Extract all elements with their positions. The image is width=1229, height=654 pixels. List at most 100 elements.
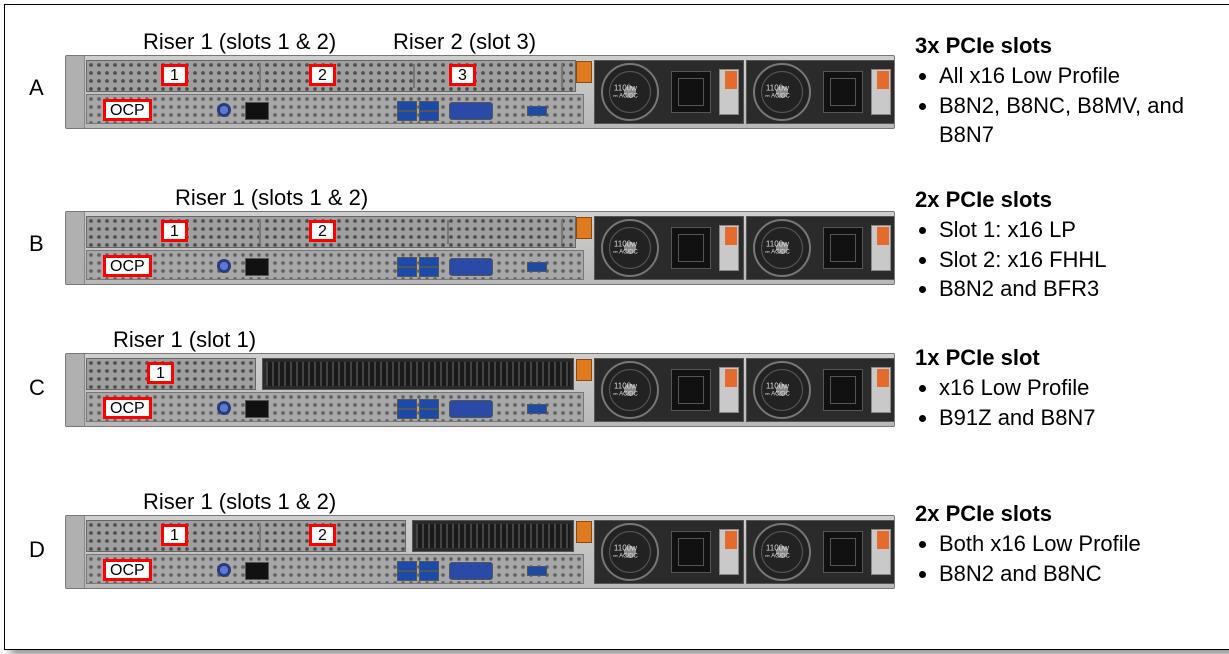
release-tab-icon — [576, 61, 592, 83]
psu-latch — [877, 369, 889, 387]
power-supply: 1100w⎓ AC/DC — [746, 60, 895, 124]
rack-ear — [66, 56, 85, 128]
psu-fan-icon — [601, 523, 659, 581]
config-description: 2x PCIe slotsBoth x16 Low ProfileB8N2 an… — [915, 501, 1215, 588]
usb-port — [397, 101, 417, 111]
diagram-canvas: Riser 1 (slots 1 & 2)Riser 2 (slot 3)A11… — [4, 4, 1229, 650]
psu-power-inlet — [823, 531, 863, 573]
pcie-slot-area — [86, 520, 406, 552]
vga-port — [449, 102, 493, 120]
psu-power-inlet — [823, 369, 863, 411]
riser-label: Riser 1 (slot 1) — [113, 327, 256, 353]
config-title: 2x PCIe slots — [915, 501, 1215, 527]
rear-drive-bay — [412, 520, 574, 552]
usb-port — [527, 566, 547, 576]
config-detail-item: B8N2, B8NC, B8MV, and B8N7 — [939, 91, 1215, 150]
server-chassis: 1100w⎓ AC/DC1100w⎓ AC/DC — [65, 515, 895, 589]
psu-latch — [725, 227, 737, 245]
slot-number-callout: 2 — [309, 220, 336, 242]
power-supply: 1100w⎓ AC/DC — [746, 216, 895, 280]
psu-fan-icon — [753, 63, 811, 121]
psu-fan-icon — [753, 219, 811, 277]
thumbscrew-icon — [217, 259, 231, 273]
config-detail-item: Slot 1: x16 LP — [939, 215, 1215, 245]
slot-number-callout: 1 — [161, 64, 188, 86]
config-title: 1x PCIe slot — [915, 345, 1215, 371]
usb-port — [397, 399, 417, 409]
psu-latch — [877, 227, 889, 245]
usb-port — [527, 404, 547, 414]
thumbscrew-icon — [217, 401, 231, 415]
config-description: 1x PCIe slotx16 Low ProfileB91Z and B8N7 — [915, 345, 1215, 432]
usb-port — [527, 106, 547, 116]
psu-latch — [877, 71, 889, 89]
config-row-label: A — [29, 75, 44, 101]
usb-port — [397, 111, 417, 121]
usb-port — [419, 267, 439, 277]
ocp-slot-callout: OCP — [103, 255, 152, 277]
psu-latch — [725, 369, 737, 387]
power-supply: 1100w⎓ AC/DC — [594, 520, 744, 584]
psu-latch — [877, 531, 889, 549]
mgmt-port — [245, 400, 269, 418]
config-description: 3x PCIe slotsAll x16 Low ProfileB8N2, B8… — [915, 33, 1215, 150]
usb-port — [419, 257, 439, 267]
config-row-label: C — [29, 375, 45, 401]
config-detail-item: B8N2 and BFR3 — [939, 274, 1215, 304]
riser-label: Riser 1 (slots 1 & 2) — [143, 489, 336, 515]
usb-port — [397, 267, 417, 277]
usb-port — [419, 111, 439, 121]
slot-number-callout: 1 — [161, 524, 188, 546]
power-supply: 1100w⎓ AC/DC — [594, 358, 744, 422]
config-detail-item: x16 Low Profile — [939, 373, 1215, 403]
mgmt-port — [245, 562, 269, 580]
config-detail-item: Slot 2: x16 FHHL — [939, 245, 1215, 275]
server-bottom-io — [86, 250, 584, 280]
config-detail-list: All x16 Low ProfileB8N2, B8NC, B8MV, and… — [915, 61, 1215, 150]
psu-fan-icon — [753, 361, 811, 419]
psu-fan-icon — [601, 219, 659, 277]
psu-power-inlet — [671, 227, 711, 269]
ocp-slot-callout: OCP — [103, 99, 152, 121]
riser-label: Riser 1 (slots 1 & 2) — [143, 29, 336, 55]
psu-latch — [725, 71, 737, 89]
server-chassis: 1100w⎓ AC/DC1100w⎓ AC/DC — [65, 353, 895, 427]
usb-port — [397, 257, 417, 267]
psu-latch — [725, 531, 737, 549]
release-tab-icon — [576, 217, 592, 239]
server-chassis: 1100w⎓ AC/DC1100w⎓ AC/DC — [65, 55, 895, 129]
psu-fan-icon — [753, 523, 811, 581]
riser-label: Riser 2 (slot 3) — [393, 29, 536, 55]
slot-number-callout: 1 — [147, 362, 174, 384]
usb-port — [419, 399, 439, 409]
power-supply: 1100w⎓ AC/DC — [746, 520, 895, 584]
ocp-slot-callout: OCP — [103, 559, 152, 581]
vga-port — [449, 400, 493, 418]
slot-number-callout: 2 — [309, 524, 336, 546]
power-supply: 1100w⎓ AC/DC — [594, 60, 744, 124]
config-detail-item: B91Z and B8N7 — [939, 403, 1215, 433]
psu-power-inlet — [671, 369, 711, 411]
release-tab-icon — [576, 521, 592, 543]
mgmt-port — [245, 102, 269, 120]
ocp-slot-callout: OCP — [103, 397, 152, 419]
config-title: 3x PCIe slots — [915, 33, 1215, 59]
usb-port — [397, 561, 417, 571]
server-bottom-io — [86, 554, 584, 584]
slot-number-callout: 3 — [449, 64, 476, 86]
power-supply: 1100w⎓ AC/DC — [746, 358, 895, 422]
config-description: 2x PCIe slotsSlot 1: x16 LPSlot 2: x16 F… — [915, 187, 1215, 304]
release-tab-icon — [576, 359, 592, 381]
rack-ear — [66, 354, 85, 426]
psu-power-inlet — [823, 71, 863, 113]
usb-port — [527, 262, 547, 272]
server-chassis: 1100w⎓ AC/DC1100w⎓ AC/DC — [65, 211, 895, 285]
thumbscrew-icon — [217, 103, 231, 117]
config-detail-list: x16 Low ProfileB91Z and B8N7 — [915, 373, 1215, 432]
usb-port — [419, 409, 439, 419]
config-detail-item: Both x16 Low Profile — [939, 529, 1215, 559]
psu-fan-icon — [601, 361, 659, 419]
usb-port — [397, 571, 417, 581]
config-row-label: D — [29, 537, 45, 563]
usb-port — [419, 561, 439, 571]
